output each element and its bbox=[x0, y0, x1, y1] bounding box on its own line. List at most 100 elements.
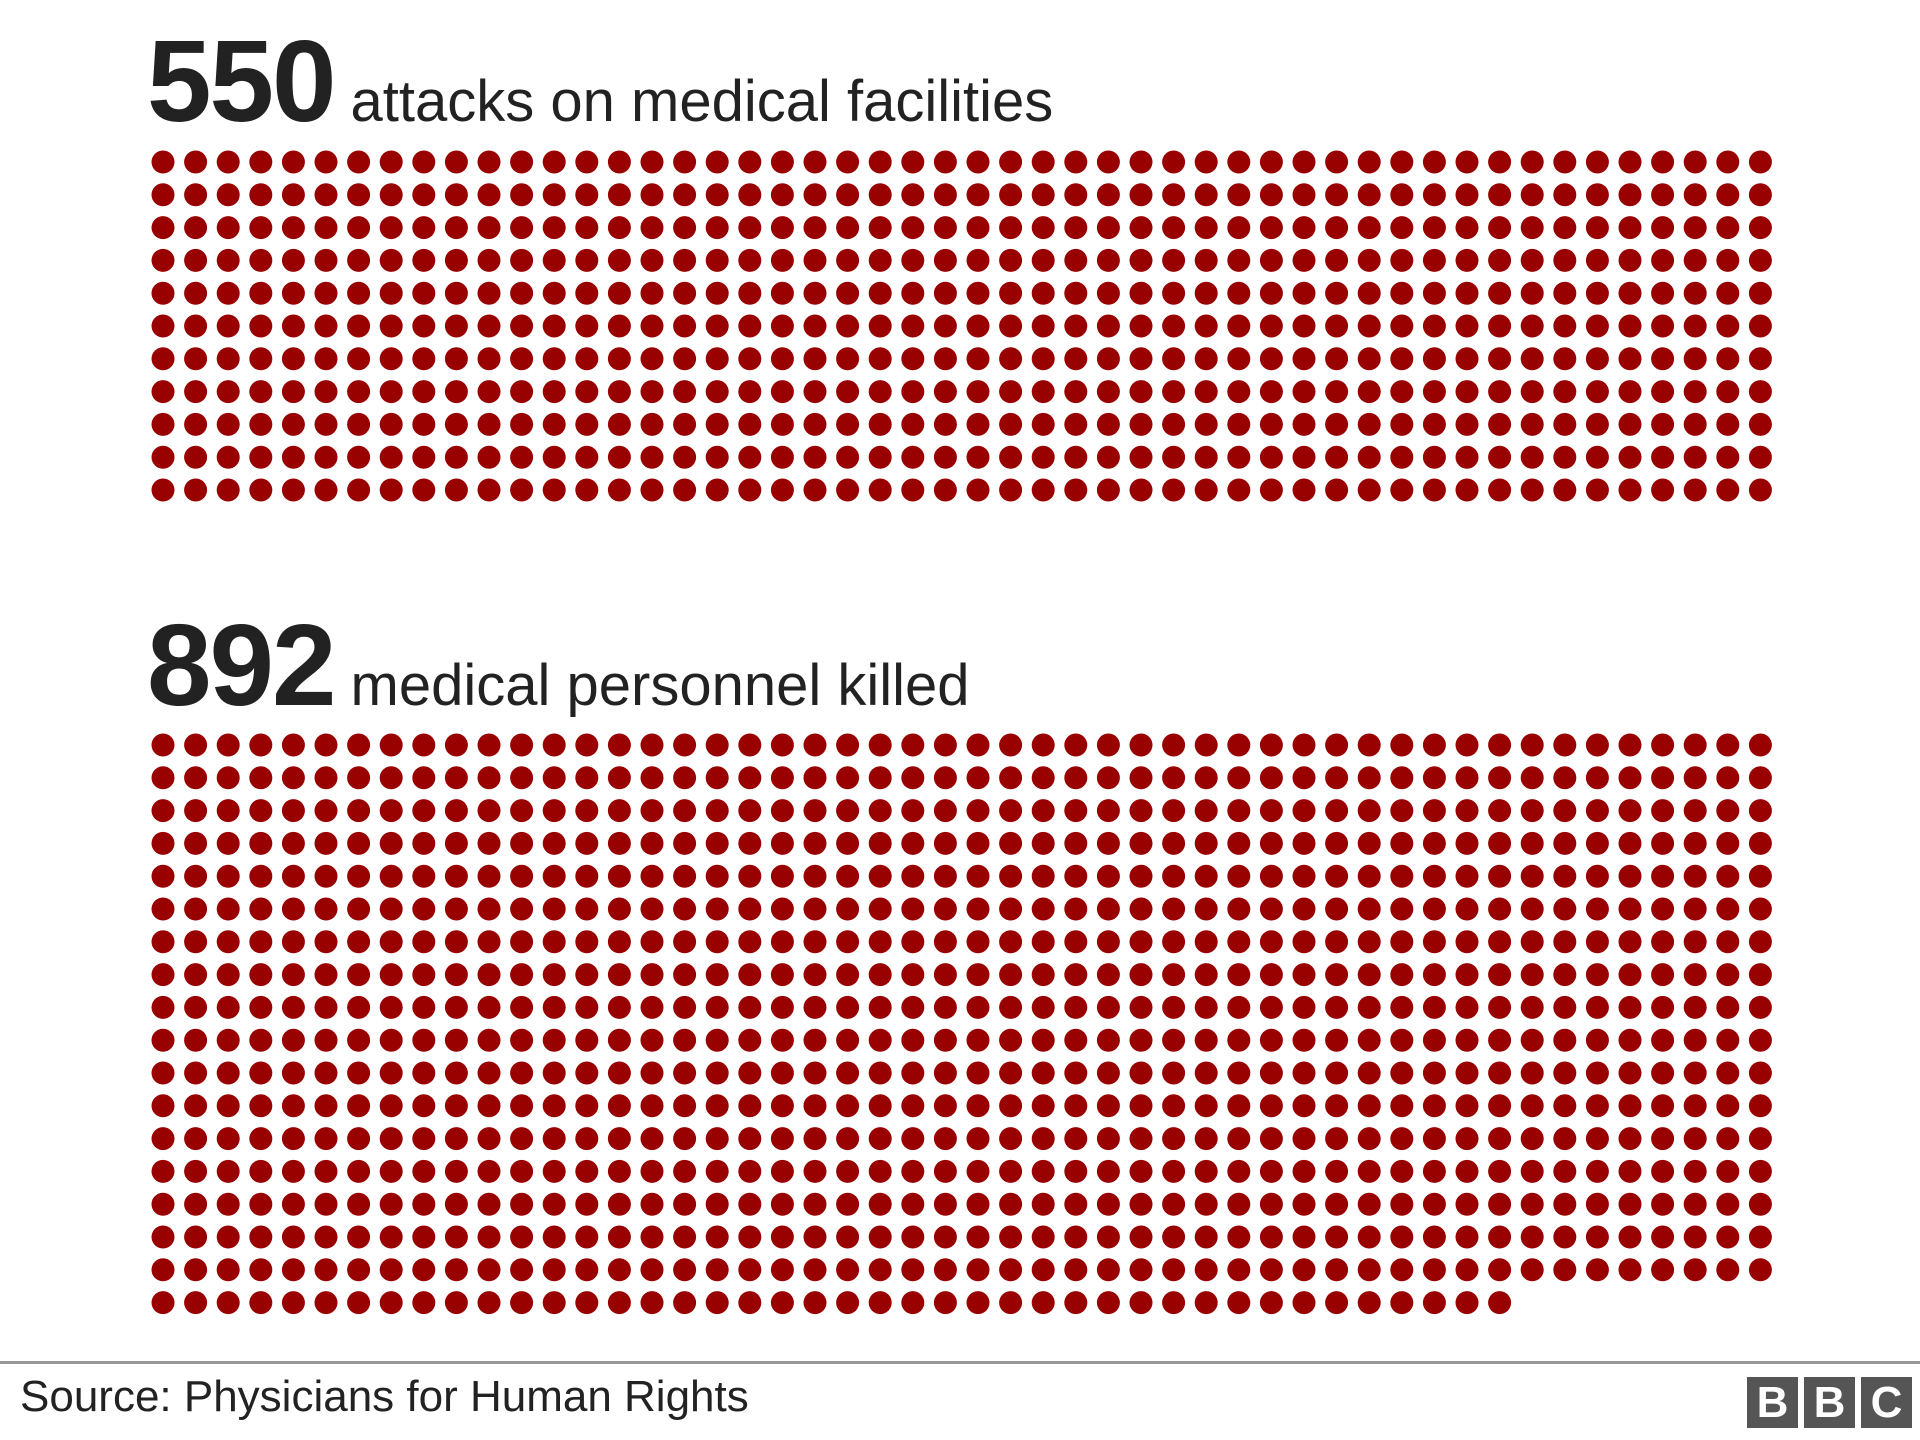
dot bbox=[1357, 799, 1381, 823]
dot bbox=[1194, 1291, 1218, 1315]
dot bbox=[607, 380, 631, 404]
dot bbox=[901, 478, 925, 502]
dot bbox=[738, 1159, 762, 1183]
dot bbox=[1194, 347, 1218, 371]
dot bbox=[314, 478, 338, 502]
dot bbox=[1227, 963, 1251, 987]
dot bbox=[738, 1127, 762, 1151]
dot bbox=[1748, 281, 1772, 305]
dot bbox=[770, 995, 794, 1019]
dot bbox=[1585, 864, 1609, 888]
dot bbox=[966, 412, 990, 436]
dot bbox=[1520, 380, 1544, 404]
dot bbox=[379, 281, 403, 305]
dot bbox=[575, 380, 599, 404]
dot bbox=[1618, 412, 1642, 436]
dot bbox=[1748, 1159, 1772, 1183]
dot bbox=[836, 183, 860, 207]
dot bbox=[379, 930, 403, 954]
dot bbox=[412, 1291, 436, 1315]
dot bbox=[1488, 314, 1512, 338]
dot bbox=[151, 1028, 175, 1052]
dot bbox=[1031, 1028, 1055, 1052]
dot bbox=[640, 1258, 664, 1282]
dot bbox=[738, 248, 762, 272]
dot bbox=[836, 412, 860, 436]
dot bbox=[379, 412, 403, 436]
dot bbox=[1716, 995, 1740, 1019]
dot bbox=[1064, 733, 1088, 757]
dot bbox=[1748, 1258, 1772, 1282]
dot bbox=[216, 445, 240, 469]
dot bbox=[1194, 281, 1218, 305]
dot bbox=[640, 799, 664, 823]
dot bbox=[836, 897, 860, 921]
dot bbox=[151, 995, 175, 1019]
dot bbox=[1357, 930, 1381, 954]
dot bbox=[379, 1127, 403, 1151]
dot bbox=[1455, 799, 1479, 823]
dot bbox=[1618, 1094, 1642, 1118]
dot bbox=[542, 281, 566, 305]
dot bbox=[412, 897, 436, 921]
dot bbox=[1651, 478, 1675, 502]
dot bbox=[184, 183, 208, 207]
dot bbox=[1585, 380, 1609, 404]
dot bbox=[184, 281, 208, 305]
dot bbox=[673, 1061, 697, 1085]
dot bbox=[249, 1159, 273, 1183]
dot bbox=[1031, 930, 1055, 954]
dot bbox=[673, 216, 697, 240]
dot bbox=[184, 380, 208, 404]
dot bbox=[314, 380, 338, 404]
dot bbox=[1651, 766, 1675, 790]
dot bbox=[1162, 1061, 1186, 1085]
dot bbox=[640, 733, 664, 757]
dot bbox=[379, 1061, 403, 1085]
dot bbox=[1651, 1094, 1675, 1118]
dot bbox=[999, 412, 1023, 436]
dot bbox=[1455, 733, 1479, 757]
dot bbox=[281, 445, 305, 469]
dot bbox=[1455, 412, 1479, 436]
dot bbox=[1357, 1192, 1381, 1216]
dot bbox=[1325, 831, 1349, 855]
dot bbox=[510, 995, 534, 1019]
dot bbox=[1520, 799, 1544, 823]
dot bbox=[1748, 733, 1772, 757]
dot bbox=[1390, 766, 1414, 790]
dot bbox=[1422, 897, 1446, 921]
dot bbox=[216, 183, 240, 207]
dot bbox=[477, 248, 501, 272]
dot bbox=[575, 412, 599, 436]
dot bbox=[901, 150, 925, 174]
dot bbox=[1325, 281, 1349, 305]
dot bbox=[1618, 1061, 1642, 1085]
dot bbox=[803, 864, 827, 888]
dot bbox=[281, 995, 305, 1019]
dot bbox=[542, 380, 566, 404]
dot bbox=[1585, 897, 1609, 921]
dot bbox=[1096, 1094, 1120, 1118]
dot bbox=[347, 478, 371, 502]
dot bbox=[1488, 281, 1512, 305]
dot bbox=[705, 281, 729, 305]
dot bbox=[1064, 347, 1088, 371]
dot bbox=[1683, 216, 1707, 240]
dot bbox=[1651, 281, 1675, 305]
dot bbox=[1292, 183, 1316, 207]
dot bbox=[412, 963, 436, 987]
dot bbox=[444, 799, 468, 823]
dot bbox=[901, 930, 925, 954]
dot bbox=[444, 995, 468, 1019]
dot bbox=[477, 183, 501, 207]
dot bbox=[770, 1258, 794, 1282]
dot bbox=[1618, 1192, 1642, 1216]
dot bbox=[347, 1094, 371, 1118]
dot bbox=[868, 150, 892, 174]
dot bbox=[216, 1094, 240, 1118]
dot bbox=[1292, 216, 1316, 240]
dot bbox=[510, 248, 534, 272]
dot bbox=[738, 1258, 762, 1282]
dot bbox=[1390, 478, 1414, 502]
